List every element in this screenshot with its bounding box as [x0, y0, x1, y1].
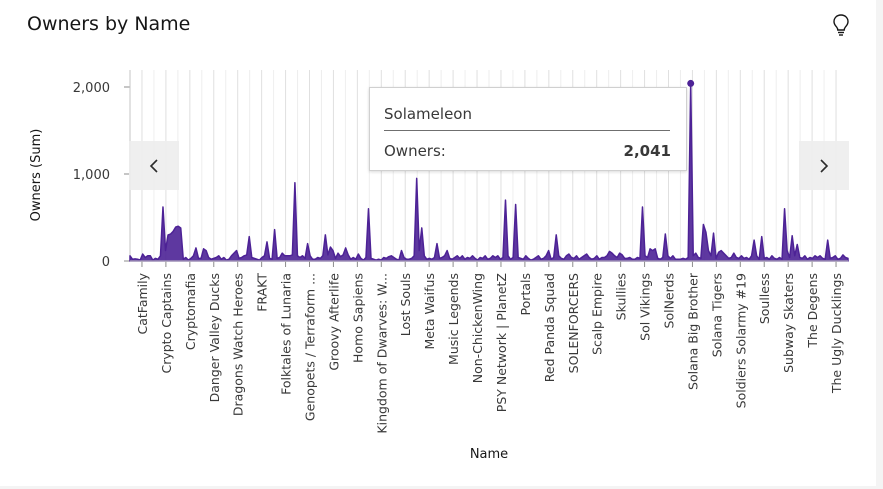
y-tick-label: 1,000: [73, 168, 110, 183]
x-tick-label: Cryptomafia: [183, 273, 198, 350]
x-tick-label: Dragons Watch Heroes: [231, 273, 246, 416]
lightbulb-icon[interactable]: [830, 12, 852, 38]
series-area-path: [129, 82, 849, 262]
y-axis-label: Owners (Sum): [29, 129, 44, 222]
x-tick-label: Danger Valley Ducks: [207, 273, 222, 402]
x-tick-label: Soldiers Solarmy #19: [733, 273, 748, 408]
x-tick-label: Skullies: [614, 273, 629, 320]
tooltip-category: Solameleon: [384, 105, 472, 123]
x-axis-label: Name: [470, 447, 508, 462]
x-tick-label: PSY Network | PlanetZ: [494, 273, 509, 412]
x-tick-label: Music Legends: [446, 273, 461, 365]
scroll-right-button[interactable]: [799, 141, 849, 190]
scroll-left-button[interactable]: [129, 141, 179, 190]
x-tick-label: Genopets / Terraform ...: [303, 273, 318, 421]
x-tick-label: FRAKT: [255, 273, 270, 312]
x-tick-label: Non-ChickenWing: [470, 273, 485, 383]
x-tick-label: Meta Waifus: [422, 273, 437, 350]
tooltip-measure-value: 2,041: [623, 142, 671, 160]
x-tick-label: Lost Souls: [398, 273, 413, 336]
chevron-right-icon: [820, 159, 829, 173]
y-axis: 0 1,000 2,000: [73, 70, 131, 270]
x-tick-label: Solana Big Brother: [685, 272, 700, 390]
x-tick-label: The Degens: [805, 273, 820, 349]
tooltip-measure-label: Owners:: [384, 142, 446, 160]
tooltip-divider: [384, 130, 670, 131]
x-tick-label: Solana Tigers: [709, 273, 724, 357]
highlighted-data-point[interactable]: [687, 79, 695, 87]
x-tick-label: Groovy Afterlife: [326, 273, 341, 371]
y-tick-label: 0: [102, 255, 110, 270]
x-tick-label: Portals: [518, 273, 533, 315]
data-tooltip: Solameleon Owners: 2,041: [369, 87, 687, 171]
series-area: [129, 79, 849, 262]
x-axis: CatFamily Crypto Captains Cryptomafia Dange…: [130, 260, 848, 434]
y-tick-label: 2,000: [73, 81, 110, 96]
x-tick-label: Soulless: [757, 273, 772, 324]
x-tick-label: Homo Sapiens: [350, 273, 365, 363]
x-tick-label: Red Panda Squad: [542, 273, 557, 382]
x-tick-label: The Ugly Ducklings: [829, 273, 844, 394]
chevron-left-icon: [149, 159, 158, 173]
x-tick-label: Subway Skaters: [781, 273, 796, 373]
x-tick-label: CatFamily: [135, 272, 150, 334]
x-tick-label: SOLENFORCERS: [566, 273, 581, 373]
x-tick-label: Sol Vikings: [638, 273, 653, 341]
x-tick-label: SolNerds: [662, 273, 677, 328]
x-tick-label: Kingdom of Dwarves: W...: [374, 273, 389, 434]
chart-title: Owners by Name: [27, 13, 191, 35]
x-tick-label: Crypto Captains: [159, 273, 174, 374]
x-tick-label: Folktales of Lunaria: [279, 273, 294, 395]
x-tick-label: Scalp Empire: [590, 273, 605, 355]
